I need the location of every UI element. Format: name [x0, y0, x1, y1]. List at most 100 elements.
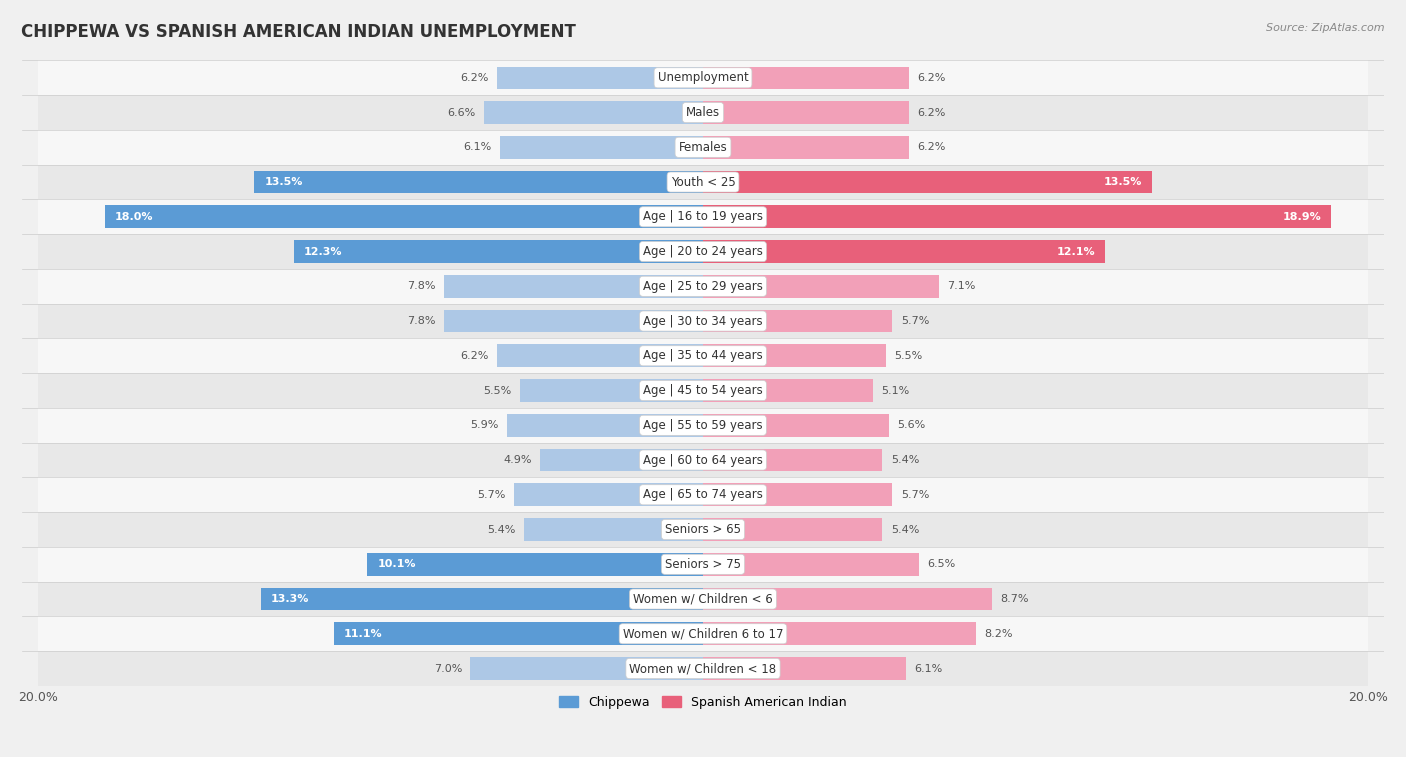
- Text: 5.6%: 5.6%: [897, 420, 925, 430]
- Bar: [38, 547, 1368, 581]
- Text: 18.0%: 18.0%: [115, 212, 153, 222]
- Bar: [38, 478, 1368, 512]
- Bar: [38, 304, 1368, 338]
- Bar: [367, 553, 703, 575]
- Text: Males: Males: [686, 106, 720, 119]
- Text: Age | 35 to 44 years: Age | 35 to 44 years: [643, 349, 763, 363]
- Bar: [523, 519, 703, 540]
- Bar: [703, 414, 889, 437]
- Text: 5.1%: 5.1%: [880, 385, 910, 396]
- Text: Source: ZipAtlas.com: Source: ZipAtlas.com: [1267, 23, 1385, 33]
- Text: Seniors > 65: Seniors > 65: [665, 523, 741, 536]
- Bar: [262, 587, 703, 610]
- Bar: [254, 171, 703, 193]
- Text: 7.8%: 7.8%: [406, 316, 436, 326]
- Text: 5.4%: 5.4%: [891, 455, 920, 465]
- Text: 13.5%: 13.5%: [1104, 177, 1142, 187]
- Bar: [38, 165, 1368, 199]
- Text: Age | 45 to 54 years: Age | 45 to 54 years: [643, 384, 763, 397]
- Bar: [38, 234, 1368, 269]
- Bar: [508, 414, 703, 437]
- Text: 18.9%: 18.9%: [1282, 212, 1322, 222]
- Bar: [703, 587, 993, 610]
- Text: 7.0%: 7.0%: [433, 664, 463, 674]
- Bar: [520, 379, 703, 402]
- Text: 6.2%: 6.2%: [917, 142, 946, 152]
- Bar: [703, 553, 920, 575]
- Text: 10.1%: 10.1%: [377, 559, 416, 569]
- Text: 7.1%: 7.1%: [948, 282, 976, 291]
- Text: 5.7%: 5.7%: [477, 490, 505, 500]
- Text: Women w/ Children < 6: Women w/ Children < 6: [633, 593, 773, 606]
- Bar: [703, 379, 873, 402]
- Text: 13.5%: 13.5%: [264, 177, 302, 187]
- Text: 5.4%: 5.4%: [891, 525, 920, 534]
- Text: 13.3%: 13.3%: [271, 594, 309, 604]
- Text: 5.4%: 5.4%: [486, 525, 515, 534]
- Text: 4.9%: 4.9%: [503, 455, 531, 465]
- Bar: [540, 449, 703, 472]
- Text: Females: Females: [679, 141, 727, 154]
- Bar: [38, 199, 1368, 234]
- Bar: [38, 581, 1368, 616]
- Text: Age | 65 to 74 years: Age | 65 to 74 years: [643, 488, 763, 501]
- Text: 6.2%: 6.2%: [460, 350, 489, 361]
- Text: Women w/ Children 6 to 17: Women w/ Children 6 to 17: [623, 628, 783, 640]
- Bar: [703, 310, 893, 332]
- Bar: [471, 657, 703, 680]
- Text: 7.8%: 7.8%: [406, 282, 436, 291]
- Bar: [513, 484, 703, 506]
- Bar: [335, 622, 703, 645]
- Bar: [703, 275, 939, 298]
- Text: 12.3%: 12.3%: [304, 247, 343, 257]
- Bar: [703, 622, 976, 645]
- Text: Age | 20 to 24 years: Age | 20 to 24 years: [643, 245, 763, 258]
- Bar: [703, 171, 1152, 193]
- Bar: [484, 101, 703, 124]
- Bar: [444, 275, 703, 298]
- Bar: [38, 616, 1368, 651]
- Text: CHIPPEWA VS SPANISH AMERICAN INDIAN UNEMPLOYMENT: CHIPPEWA VS SPANISH AMERICAN INDIAN UNEM…: [21, 23, 576, 41]
- Text: Women w/ Children < 18: Women w/ Children < 18: [630, 662, 776, 675]
- Bar: [38, 95, 1368, 130]
- Bar: [104, 205, 703, 228]
- Text: Youth < 25: Youth < 25: [671, 176, 735, 188]
- Text: Age | 30 to 34 years: Age | 30 to 34 years: [643, 315, 763, 328]
- Bar: [703, 344, 886, 367]
- Bar: [294, 240, 703, 263]
- Text: 6.6%: 6.6%: [447, 107, 475, 117]
- Legend: Chippewa, Spanish American Indian: Chippewa, Spanish American Indian: [554, 691, 852, 714]
- Text: 6.1%: 6.1%: [914, 664, 942, 674]
- Bar: [38, 373, 1368, 408]
- Bar: [38, 338, 1368, 373]
- Text: 8.2%: 8.2%: [984, 629, 1012, 639]
- Text: Seniors > 75: Seniors > 75: [665, 558, 741, 571]
- Text: Unemployment: Unemployment: [658, 71, 748, 84]
- Text: 6.2%: 6.2%: [917, 73, 946, 83]
- Text: 11.1%: 11.1%: [344, 629, 382, 639]
- Bar: [703, 449, 883, 472]
- Text: 5.5%: 5.5%: [894, 350, 922, 361]
- Text: 5.7%: 5.7%: [901, 316, 929, 326]
- Bar: [38, 443, 1368, 478]
- Text: 5.7%: 5.7%: [901, 490, 929, 500]
- Bar: [38, 512, 1368, 547]
- Bar: [703, 657, 905, 680]
- Bar: [703, 136, 910, 158]
- Bar: [501, 136, 703, 158]
- Bar: [703, 240, 1105, 263]
- Bar: [38, 269, 1368, 304]
- Text: 6.2%: 6.2%: [460, 73, 489, 83]
- Bar: [38, 130, 1368, 165]
- Text: 6.5%: 6.5%: [928, 559, 956, 569]
- Text: Age | 16 to 19 years: Age | 16 to 19 years: [643, 210, 763, 223]
- Text: 6.2%: 6.2%: [917, 107, 946, 117]
- Text: Age | 25 to 29 years: Age | 25 to 29 years: [643, 280, 763, 293]
- Text: 12.1%: 12.1%: [1056, 247, 1095, 257]
- Text: 5.5%: 5.5%: [484, 385, 512, 396]
- Bar: [703, 205, 1331, 228]
- Bar: [703, 67, 910, 89]
- Bar: [703, 101, 910, 124]
- Text: 8.7%: 8.7%: [1001, 594, 1029, 604]
- Bar: [703, 519, 883, 540]
